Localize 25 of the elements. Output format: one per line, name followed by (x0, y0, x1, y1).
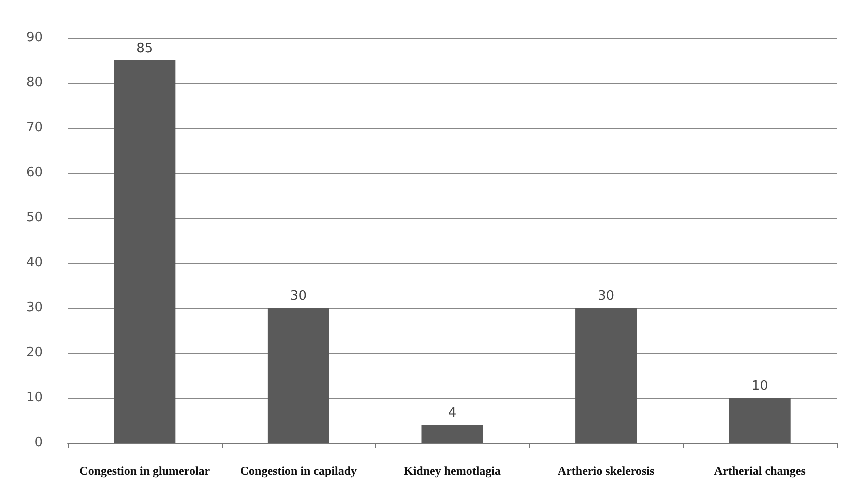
bar (268, 308, 330, 443)
x-tick-label: Congestion in glumerolar (80, 464, 211, 478)
y-tick-label: 30 (26, 300, 43, 316)
x-tick-label: Congestion in capilady (240, 464, 358, 478)
x-tick-label: Artherio skelerosis (558, 464, 656, 478)
data-label: 85 (136, 42, 154, 56)
y-tick-label: 40 (26, 256, 43, 270)
bar (422, 425, 484, 443)
bar (576, 308, 638, 443)
data-label: 30 (290, 289, 307, 304)
y-tick-label: 20 (26, 346, 43, 360)
bar (114, 60, 176, 443)
data-label: 4 (448, 406, 457, 421)
bar (729, 398, 791, 443)
y-tick-label: 0 (34, 436, 43, 450)
x-tick-label: Artherial changes (714, 464, 806, 478)
y-tick-label: 10 (26, 390, 43, 406)
y-tick-label: 60 (26, 166, 43, 180)
y-tick-label: 50 (26, 210, 43, 226)
y-tick-label: 70 (26, 120, 43, 136)
x-tick-label: Kidney hemotlagia (404, 464, 502, 478)
y-tick-label: 90 (26, 30, 43, 46)
data-label: 10 (752, 379, 768, 394)
y-tick-label: 80 (26, 76, 43, 90)
data-label: 30 (598, 289, 615, 304)
